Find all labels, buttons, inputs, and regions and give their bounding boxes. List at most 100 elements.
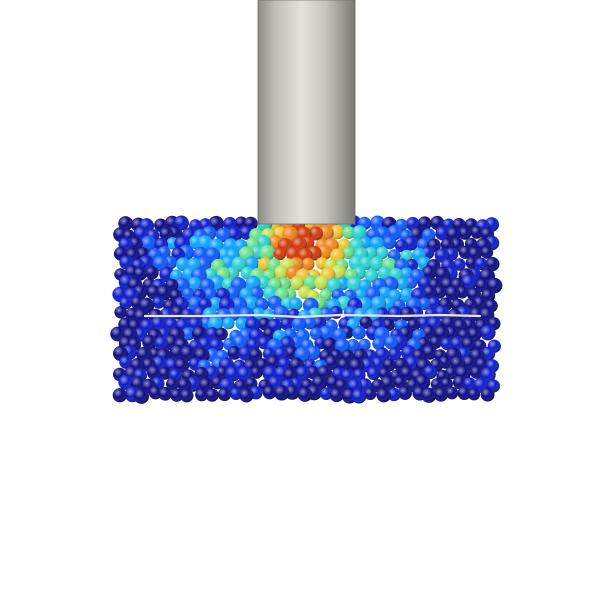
particle-shading — [469, 307, 484, 322]
particle-shading — [215, 327, 228, 341]
particle-shading — [181, 327, 196, 341]
particle-shading — [166, 377, 179, 391]
particle-shading — [205, 388, 219, 402]
particle-shading — [387, 306, 403, 322]
particle-shading — [309, 327, 323, 340]
particle-shading — [422, 344, 437, 360]
particle-shading — [259, 244, 276, 261]
particle-shading — [329, 387, 344, 403]
particle-shading — [222, 317, 235, 330]
particle-shading — [170, 388, 184, 402]
particle-shading — [430, 378, 443, 391]
particle-shading — [453, 258, 466, 271]
particle-shading — [159, 226, 174, 241]
particle-shading — [301, 257, 315, 271]
particle-shading — [358, 338, 371, 351]
particle-shading — [346, 339, 360, 352]
particle-shading — [480, 387, 495, 402]
particle-shading — [181, 308, 194, 322]
particle-shading — [216, 227, 231, 243]
particle-shading — [475, 278, 490, 293]
particle-shading — [250, 366, 263, 379]
particle-shading — [364, 387, 377, 400]
particle-shading — [387, 387, 401, 402]
particle-shading — [352, 325, 366, 340]
particle-shading — [225, 366, 241, 382]
particle-shading — [295, 366, 311, 381]
particle-shading — [445, 386, 459, 400]
particle-shading — [351, 388, 367, 404]
particle-shading — [227, 346, 242, 360]
particle-shading — [440, 377, 453, 390]
particle-shading — [319, 387, 333, 401]
particle-shading — [257, 275, 271, 290]
particle-shading — [140, 235, 157, 252]
particle-shading — [194, 366, 209, 381]
cylinder-indenter — [257, 0, 356, 225]
particle-shading — [470, 366, 483, 379]
particle-shading — [417, 216, 432, 231]
particle-shading — [174, 357, 190, 373]
particle-shading — [229, 387, 243, 400]
particle-shading — [346, 276, 362, 292]
particle-shading — [180, 388, 194, 403]
particle-shading — [474, 257, 488, 271]
particle-shading — [314, 275, 330, 291]
particle-shading — [187, 276, 202, 291]
particle-shading — [433, 286, 447, 299]
particle-shading — [369, 256, 385, 272]
particle-shading — [208, 297, 223, 311]
particle-shading — [377, 266, 392, 280]
particle-shading — [458, 226, 472, 240]
particle-shading — [152, 296, 165, 309]
particle-shading — [388, 347, 402, 361]
particle-shading — [467, 388, 481, 401]
particle-shading — [291, 316, 307, 332]
particle-shading — [119, 297, 132, 310]
particle-shading — [427, 296, 441, 310]
particle-shading — [195, 388, 209, 402]
particle-shading — [395, 277, 410, 291]
particle-shading — [118, 216, 133, 231]
particle-shading — [342, 226, 356, 240]
particle-shading — [418, 297, 431, 310]
particle-shading — [297, 387, 313, 402]
particle-shading — [457, 386, 471, 400]
particle-shading — [384, 335, 399, 350]
particle-shading — [480, 246, 494, 259]
particle-shading — [433, 387, 449, 402]
particle-shading — [303, 316, 316, 330]
particle-shading — [318, 225, 334, 241]
particle-shading — [133, 388, 149, 404]
particle-shading — [399, 306, 415, 322]
particle-shading — [322, 337, 338, 353]
particle-shading — [145, 266, 159, 280]
particle-shading — [440, 337, 454, 351]
particle-shading — [179, 345, 196, 362]
particle-shading — [217, 387, 232, 401]
particle-shading — [352, 368, 366, 382]
particle-shading — [177, 377, 192, 392]
particle-shading — [181, 287, 195, 301]
particle-shading — [262, 385, 277, 400]
particle-shading — [235, 317, 248, 330]
particle-shading — [280, 317, 294, 331]
particle-bed — [110, 215, 503, 404]
particle-shading — [274, 265, 289, 280]
particle-shading — [251, 307, 265, 321]
particle-shading — [274, 385, 290, 401]
particle-shading — [364, 269, 379, 283]
particle-shading — [158, 387, 172, 401]
particle-shading — [334, 338, 350, 354]
particle-shading — [176, 257, 190, 272]
particle-shading — [485, 257, 500, 272]
particle-shading — [239, 388, 254, 403]
particle-shading — [133, 267, 147, 281]
particle-shading — [378, 286, 391, 299]
particle-shading — [238, 346, 253, 361]
particle-shading — [421, 387, 437, 403]
particle-shading — [359, 256, 373, 270]
particle-shading — [329, 225, 345, 240]
particle-shading — [308, 226, 323, 241]
